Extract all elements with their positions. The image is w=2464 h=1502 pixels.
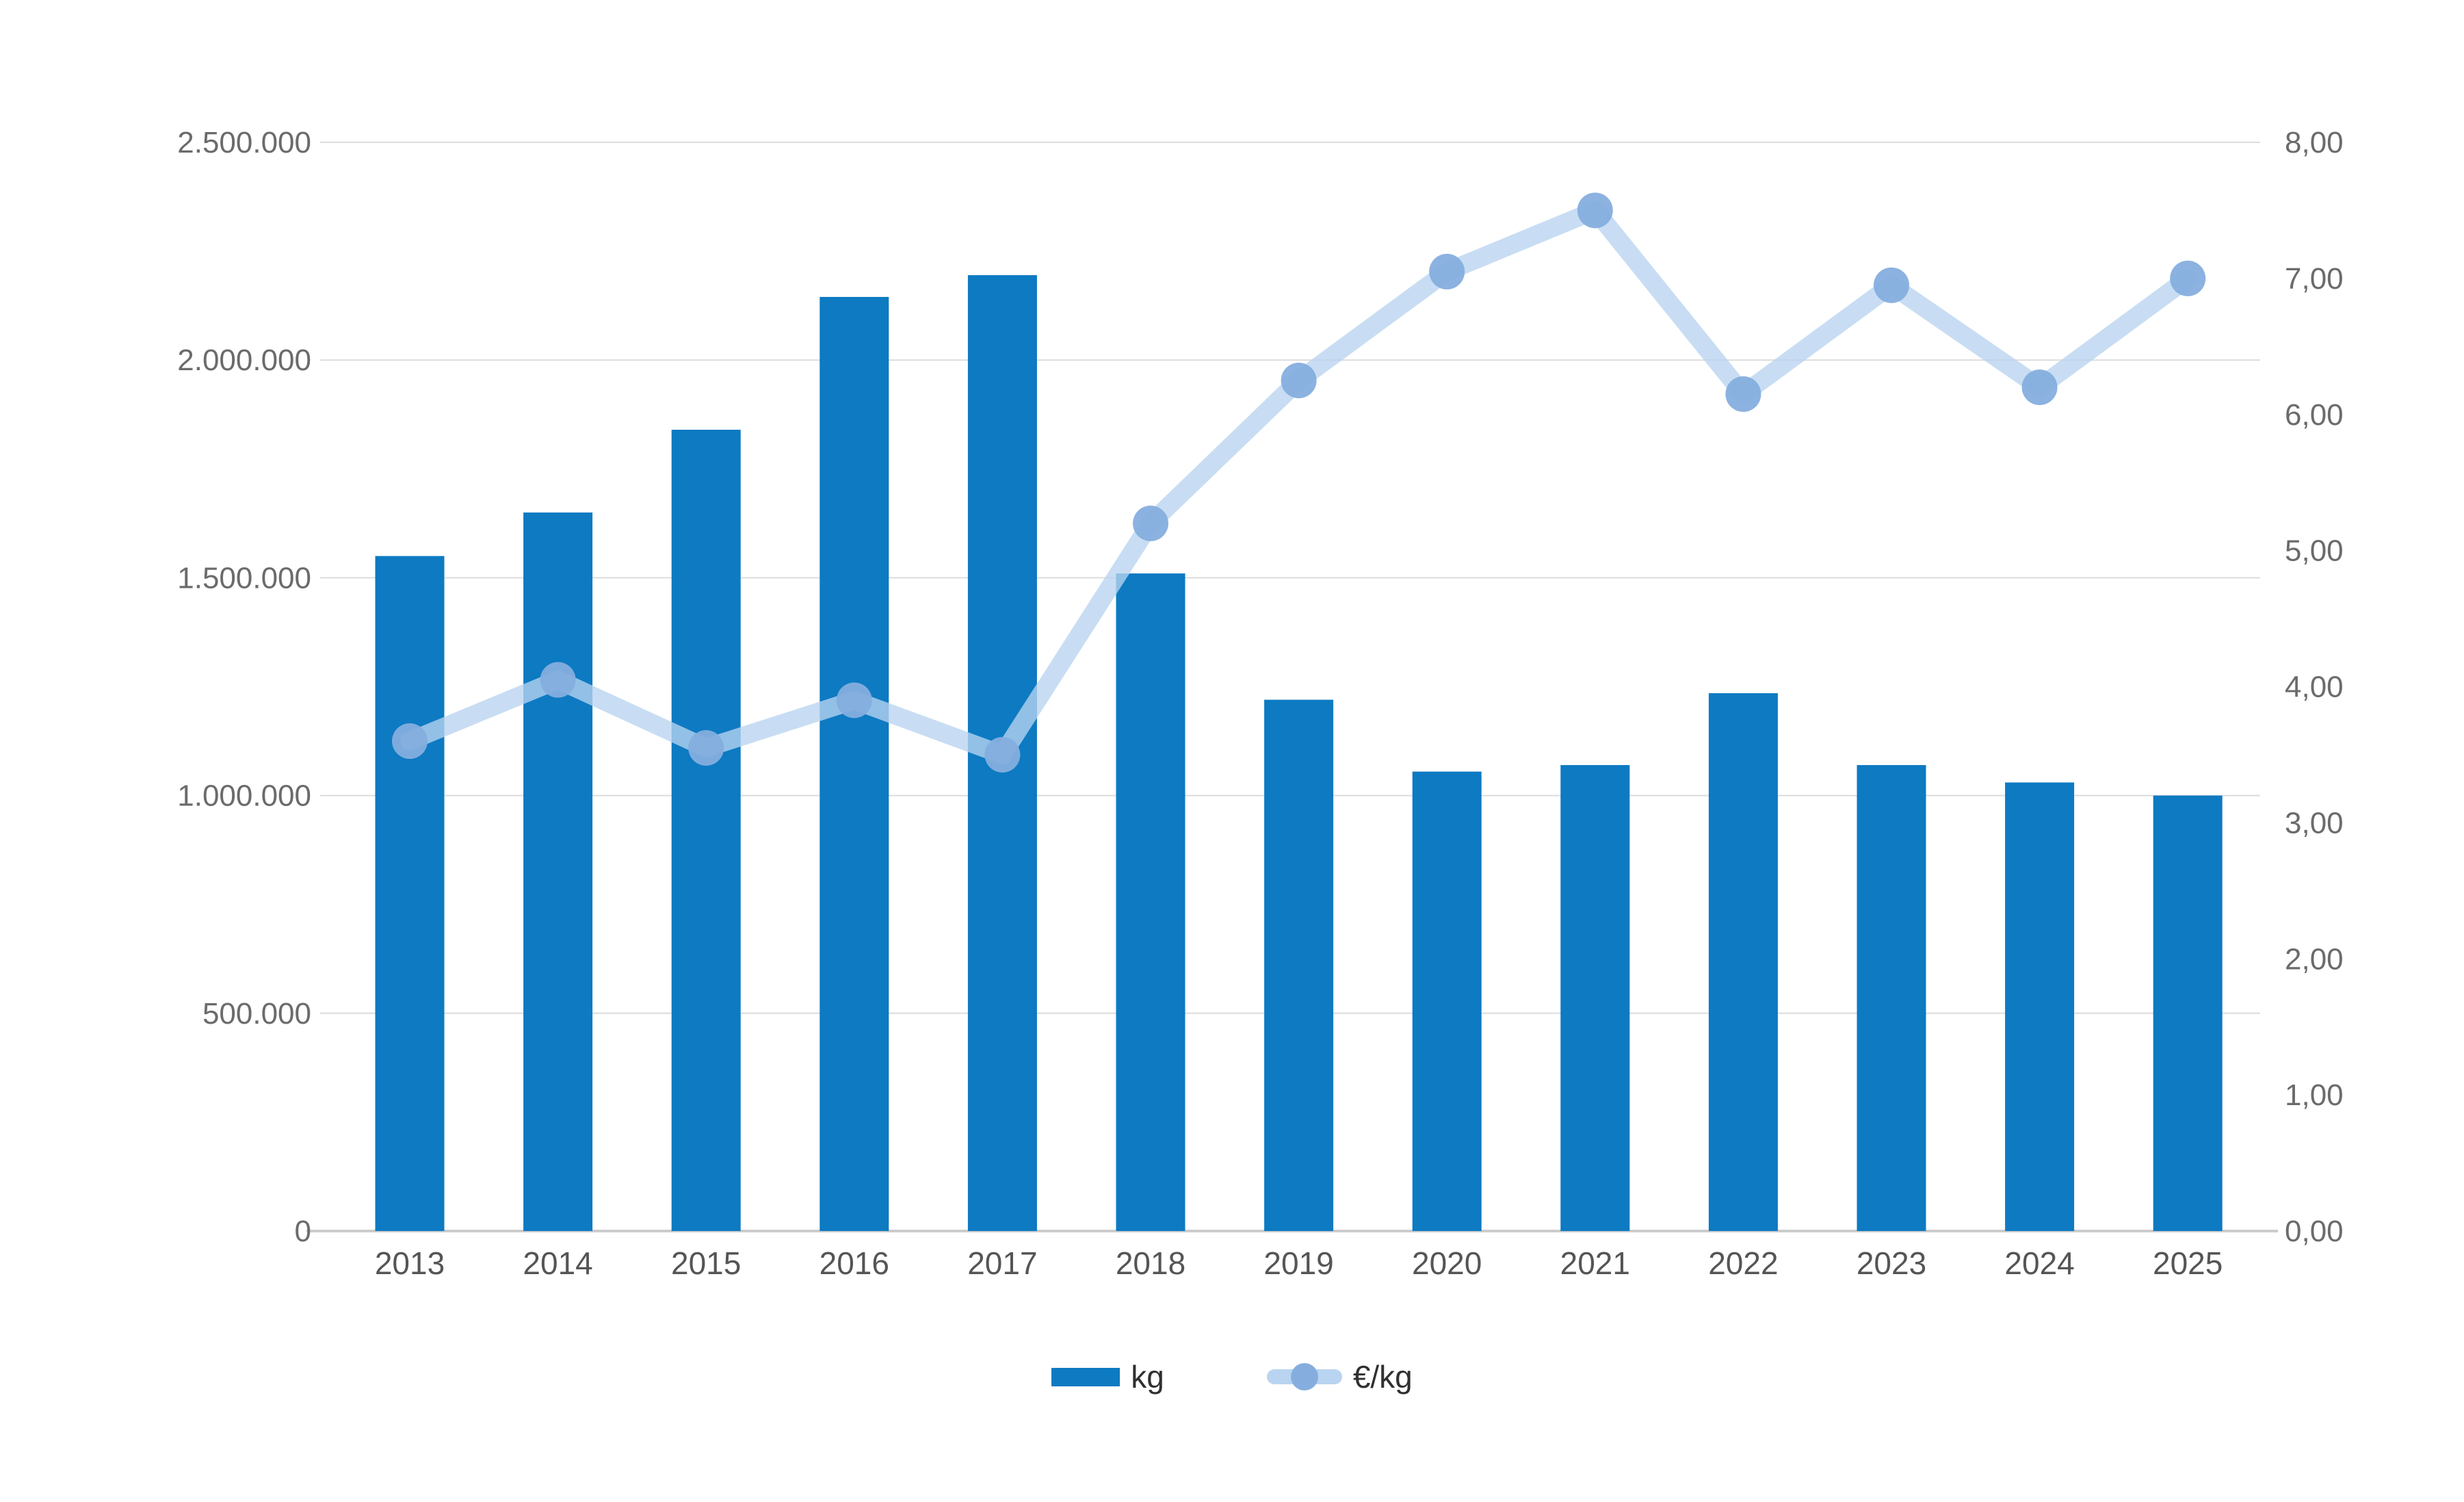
right-axis-tick: 3,00 [2285,806,2344,840]
line-point-2025 [2170,260,2206,296]
line-point-2018 [1133,505,1168,541]
bar-2020 [1412,771,1482,1231]
line-point-2017 [984,736,1021,773]
x-axis-label-2013: 2013 [375,1245,445,1281]
eur-legend-label: €/kg [1352,1359,1413,1395]
legend-item-eur-per-kg: €/kg [1266,1358,1413,1395]
left-axis-tick: 2.500.000 [177,126,311,159]
right-axis-tick: 8,00 [2285,126,2344,159]
x-axis-label-2021: 2021 [1560,1245,1630,1281]
bar-2019 [1264,699,1334,1231]
legend: kg €/kg [0,1349,2464,1404]
left-axis-tick: 500.000 [202,997,311,1031]
line-point-2021 [1577,192,1613,229]
eur-legend-marker-icon [1290,1363,1318,1390]
line-point-2015 [688,729,724,766]
line-point-2022 [1725,376,1761,412]
line-point-2023 [1874,267,1909,303]
x-axis-label-2023: 2023 [1857,1245,1926,1281]
x-axis-label-2015: 2015 [671,1245,741,1281]
x-axis-label-2017: 2017 [967,1245,1037,1281]
x-axis-label-2025: 2025 [2153,1245,2223,1281]
legend-item-kg: kg [1051,1358,1164,1395]
bar-2024 [2005,782,2075,1231]
right-axis-tick: 2,00 [2285,942,2344,976]
left-axis-tick: 2.000.000 [177,344,311,377]
line-point-2016 [836,682,872,718]
left-axis-tick: 1.000.000 [177,779,311,813]
x-axis-label-2020: 2020 [1412,1245,1482,1281]
bar-2013 [375,556,445,1231]
bar-2022 [1708,693,1778,1231]
line-point-2020 [1429,253,1465,289]
x-axis-label-2019: 2019 [1263,1245,1333,1281]
right-axis-tick: 4,00 [2285,671,2344,704]
bar-2025 [2153,795,2223,1231]
x-axis-label-2018: 2018 [1116,1245,1185,1281]
line-point-2024 [2021,369,2058,405]
kg-legend-label: kg [1131,1359,1164,1395]
right-axis-tick: 0,00 [2285,1215,2344,1248]
line-point-2013 [392,723,428,760]
bar-2023 [1857,765,1926,1231]
bar-2014 [523,512,593,1232]
right-axis-tick: 6,00 [2285,398,2344,432]
x-axis-label-2024: 2024 [2004,1245,2074,1281]
line-point-2019 [1281,363,1317,399]
eur-legend-swatch [1266,1363,1342,1390]
bar-2018 [1116,573,1185,1231]
right-axis-tick: 5,00 [2285,534,2344,568]
bar-2015 [671,430,741,1232]
bar-2016 [820,296,889,1231]
left-axis-tick: 0 [295,1215,311,1248]
bar-2021 [1560,765,1630,1231]
x-axis-label-2022: 2022 [1708,1245,1778,1281]
x-axis-label-2016: 2016 [820,1245,889,1281]
right-axis-tick: 7,00 [2285,262,2344,296]
left-axis-tick: 1.500.000 [177,561,311,595]
right-axis-tick: 1,00 [2285,1078,2344,1112]
kg-legend-swatch [1051,1367,1120,1386]
line-point-2014 [540,662,576,698]
x-axis-label-2014: 2014 [523,1245,592,1281]
